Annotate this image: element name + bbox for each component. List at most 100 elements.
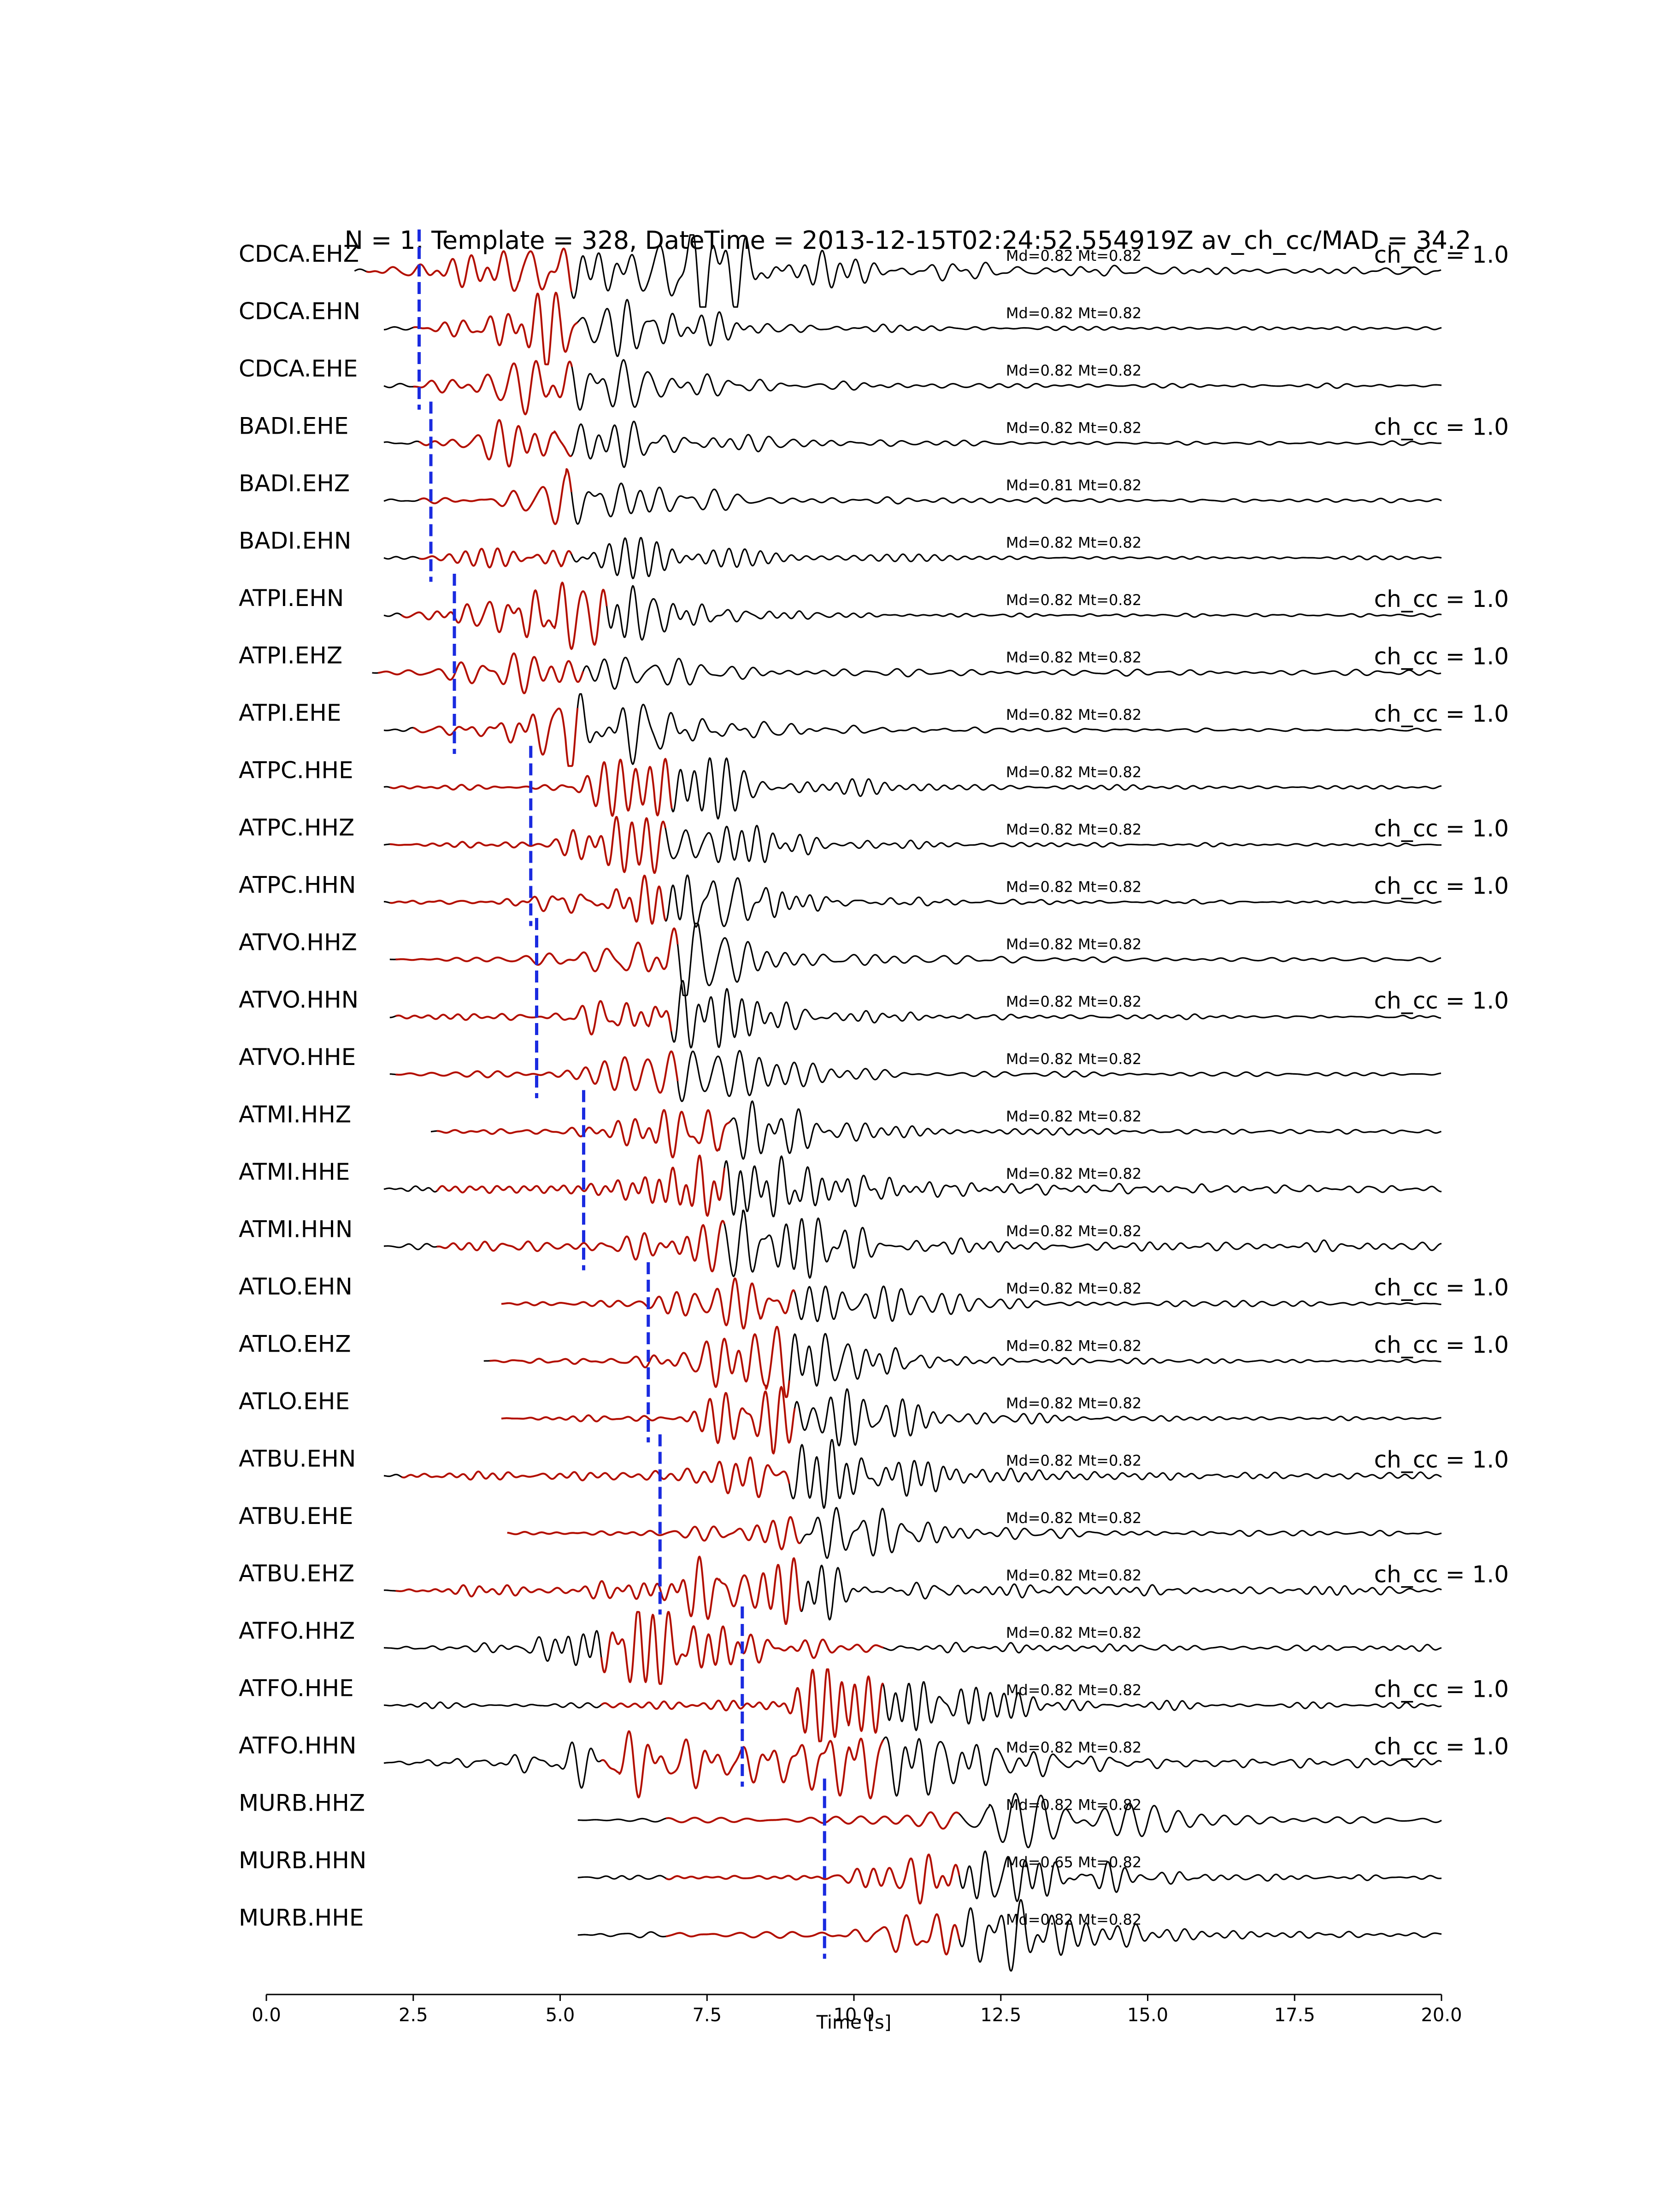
- trace-badi-ehn: BADI.EHN Md=0.82 Mt=0.82: [239, 528, 1442, 579]
- x-tick-label: 7.5: [692, 2005, 722, 2026]
- station-label: ATVO.HHE: [239, 1044, 356, 1071]
- station-label: ATPC.HHE: [239, 757, 353, 784]
- template-overlay: [377, 652, 584, 694]
- ch-cc-label: ch_cc = 1.0: [1374, 586, 1509, 612]
- md-mt-label: Md=0.82 Mt=0.82: [1006, 1682, 1141, 1699]
- ch-cc-label: ch_cc = 1.0: [1374, 1676, 1509, 1703]
- trace-group: CDCA.EHZ Md=0.82 Mt=0.82 ch_cc = 1.0CDCA.E…: [239, 234, 1509, 1972]
- trace-atpi-ehe: ATPI.EHE Md=0.82 Mt=0.82 ch_cc = 1.0: [239, 693, 1509, 767]
- md-mt-label: Md=0.82 Mt=0.82: [1006, 1337, 1141, 1355]
- chart-title: N = 1, Template = 328, DateTime = 2013-1…: [344, 226, 1471, 255]
- x-tick-label: 17.5: [1274, 2005, 1315, 2026]
- trace-atmi-hhe: ATMI.HHE Md=0.82 Mt=0.82: [239, 1154, 1442, 1218]
- template-overlay: [665, 1913, 960, 1956]
- trace-atvo-hhn: ATVO.HHN Md=0.82 Mt=0.82 ch_cc = 1.0: [239, 980, 1509, 1049]
- ch-cc-label: ch_cc = 1.0: [1374, 873, 1509, 900]
- trace-atpc-hhe: ATPC.HHE Md=0.82 Mt=0.82: [239, 757, 1442, 820]
- md-mt-label: Md=0.82 Mt=0.82: [1006, 362, 1141, 379]
- template-overlay: [413, 707, 579, 767]
- template-overlay: [600, 1668, 884, 1742]
- x-tick-label: 15.0: [1127, 2005, 1168, 2026]
- x-tick-label: 10.0: [833, 2005, 874, 2026]
- station-label: BADI.EHZ: [239, 470, 350, 497]
- station-label: CDCA.EHN: [239, 298, 360, 325]
- template-overlay: [418, 419, 572, 468]
- md-mt-label: Md=0.82 Mt=0.82: [1006, 1911, 1141, 1929]
- station-label: BADI.EHN: [239, 528, 351, 554]
- station-label: MURB.HHN: [239, 1847, 366, 1874]
- template-overlay: [489, 1326, 790, 1398]
- ch-cc-label: ch_cc = 1.0: [1374, 1447, 1509, 1473]
- trace-atlo-ehn: ATLO.EHN Md=0.82 Mt=0.82 ch_cc = 1.0: [239, 1273, 1509, 1330]
- x-tick-label: 0.0: [252, 2005, 281, 2026]
- ch-cc-label: ch_cc = 1.0: [1374, 414, 1509, 441]
- md-mt-label: Md=0.82 Mt=0.82: [1006, 534, 1141, 552]
- template-overlay: [401, 582, 608, 650]
- station-label: CDCA.EHZ: [239, 241, 359, 267]
- trace-atbu-ehz: ATBU.EHZ Md=0.82 Mt=0.82 ch_cc = 1.0: [239, 1555, 1509, 1625]
- md-mt-label: Md=0.82 Mt=0.82: [1006, 993, 1141, 1011]
- md-mt-label: Md=0.82 Mt=0.82: [1006, 649, 1141, 666]
- template-overlay: [501, 1386, 796, 1455]
- ch-cc-label: ch_cc = 1.0: [1374, 815, 1509, 842]
- station-label: BADI.EHE: [239, 413, 348, 440]
- station-label: ATLO.EHE: [239, 1388, 350, 1415]
- md-mt-label: Md=0.82 Mt=0.82: [1006, 1739, 1141, 1756]
- template-overlay: [436, 1220, 725, 1272]
- trace-atbu-ehe: ATBU.EHE Md=0.82 Mt=0.82: [239, 1503, 1442, 1559]
- md-mt-label: Md=0.82 Mt=0.82: [1006, 764, 1141, 781]
- trace-atpc-hhz: ATPC.HHZ Md=0.82 Mt=0.82 ch_cc = 1.0: [239, 814, 1509, 874]
- trace-cdca-ehz: CDCA.EHZ Md=0.82 Mt=0.82 ch_cc = 1.0: [239, 234, 1509, 308]
- md-mt-label: Md=0.82 Mt=0.82: [1006, 591, 1141, 609]
- station-label: ATPC.HHN: [239, 872, 356, 899]
- md-mt-label: Md=0.82 Mt=0.82: [1006, 1394, 1141, 1412]
- template-overlay: [418, 547, 572, 569]
- x-tick-label: 12.5: [980, 2005, 1021, 2026]
- trace-cdca-ehn: CDCA.EHN Md=0.82 Mt=0.82: [239, 292, 1442, 365]
- ch-cc-label: ch_cc = 1.0: [1374, 643, 1509, 670]
- template-overlay: [389, 816, 667, 874]
- md-mt-label: Md=0.82 Mt=0.82: [1006, 305, 1141, 322]
- md-mt-label: Md=0.82 Mt=0.82: [1006, 1624, 1141, 1641]
- x-tick-label: 2.5: [399, 2005, 428, 2026]
- station-label: MURB.HHE: [239, 1905, 364, 1931]
- md-mt-label: Md=0.82 Mt=0.82: [1006, 878, 1141, 896]
- md-mt-label: Md=0.65 Mt=0.82: [1006, 1853, 1141, 1871]
- station-label: ATMI.HHZ: [239, 1101, 351, 1128]
- trace-badi-ehe: BADI.EHE Md=0.82 Mt=0.82 ch_cc = 1.0: [239, 413, 1509, 468]
- trace-murb-hhe: MURB.HHE Md=0.82 Mt=0.82: [239, 1899, 1442, 1972]
- ch-cc-label: ch_cc = 1.0: [1374, 1561, 1509, 1588]
- md-mt-label: Md=0.81 Mt=0.82: [1006, 477, 1141, 494]
- md-mt-label: Md=0.82 Mt=0.82: [1006, 1165, 1141, 1182]
- station-label: CDCA.EHE: [239, 355, 358, 382]
- md-mt-label: Md=0.82 Mt=0.82: [1006, 821, 1141, 838]
- trace-murb-hhz: MURB.HHZ Md=0.82 Mt=0.82: [239, 1790, 1442, 1848]
- station-label: ATBU.EHZ: [239, 1560, 354, 1587]
- station-label: ATFO.HHE: [239, 1675, 354, 1702]
- template-overlay: [395, 1000, 672, 1035]
- trace-cdca-ehe: CDCA.EHE Md=0.82 Mt=0.82: [239, 355, 1442, 416]
- ch-cc-label: ch_cc = 1.0: [1374, 1274, 1509, 1301]
- md-mt-label: Md=0.82 Mt=0.82: [1006, 1050, 1141, 1068]
- template-overlay: [413, 292, 578, 365]
- station-label: ATVO.HHZ: [239, 929, 357, 956]
- ch-cc-label: ch_cc = 1.0: [1374, 700, 1509, 727]
- x-axis: 0.0 2.5 5.0 7.5 10.0 12.5 15.0 17.5 20.0: [252, 1994, 1462, 2026]
- trace-atvo-hhz: ATVO.HHZ Md=0.82 Mt=0.82: [239, 923, 1441, 996]
- x-axis-label: Time [s]: [816, 2012, 892, 2033]
- trace-atlo-ehe: ATLO.EHE Md=0.82 Mt=0.82: [239, 1386, 1441, 1455]
- md-mt-label: Md=0.82 Mt=0.82: [1006, 1223, 1141, 1240]
- waveform: [383, 1611, 1442, 1685]
- trace-murb-hhn: MURB.HHN Md=0.65 Mt=0.82: [239, 1847, 1442, 1905]
- station-label: ATBU.EHN: [239, 1446, 356, 1472]
- md-mt-label: Md=0.82 Mt=0.82: [1006, 1567, 1141, 1584]
- md-mt-label: Md=0.82 Mt=0.82: [1006, 1280, 1141, 1297]
- station-label: ATLO.EHZ: [239, 1331, 351, 1358]
- md-mt-label: Md=0.82 Mt=0.82: [1006, 247, 1141, 265]
- md-mt-label: Md=0.82 Mt=0.82: [1006, 1509, 1141, 1527]
- ch-cc-label: ch_cc = 1.0: [1374, 1733, 1509, 1760]
- trace-atlo-ehz: ATLO.EHZ Md=0.82 Mt=0.82 ch_cc = 1.0: [239, 1326, 1509, 1398]
- station-label: ATVO.HHN: [239, 987, 359, 1013]
- md-mt-label: Md=0.82 Mt=0.82: [1006, 1452, 1141, 1470]
